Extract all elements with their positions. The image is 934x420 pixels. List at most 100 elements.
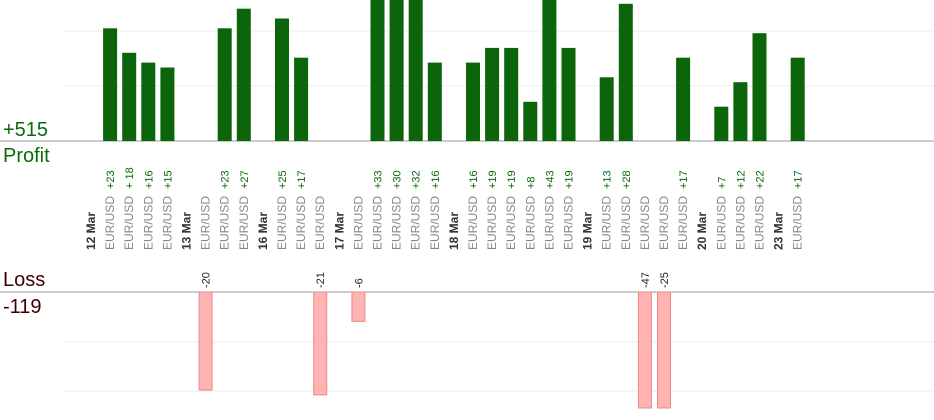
- symbol-label: EUR/USD: [485, 196, 499, 250]
- loss-value-label: -20: [201, 272, 213, 288]
- profit-value-label: +17: [678, 170, 690, 189]
- profit-value-label: +17: [793, 170, 805, 189]
- profit-bar: [141, 62, 156, 141]
- loss-value-label: -6: [353, 278, 365, 288]
- profit-value-label: +27: [239, 170, 251, 189]
- profit-bar: [485, 47, 500, 141]
- symbol-label: EUR/USD: [371, 196, 385, 250]
- profit-bar: [427, 62, 442, 141]
- loss-bar: [637, 291, 652, 409]
- profit-bar: [752, 33, 767, 142]
- symbol-label: EUR/USD: [199, 196, 213, 250]
- date-label: 12 Mar: [84, 212, 98, 250]
- symbol-label: EUR/USD: [409, 196, 423, 250]
- symbol-label: EUR/USD: [237, 196, 251, 250]
- symbol-label: EUR/USD: [657, 196, 671, 250]
- profit-value-label: +16: [468, 170, 480, 189]
- symbol-label: EUR/USD: [504, 196, 518, 250]
- loss-bar: [313, 291, 328, 396]
- symbol-label: EUR/USD: [542, 196, 556, 250]
- symbol-label: EUR/USD: [275, 196, 289, 250]
- symbol-label: EUR/USD: [141, 196, 155, 250]
- profit-bar: [790, 57, 805, 142]
- profit-value-label: +23: [105, 170, 117, 189]
- symbol-label: EUR/USD: [714, 196, 728, 250]
- profit-bar: [504, 47, 519, 141]
- profit-total: +515: [3, 119, 49, 141]
- profit-value-label: +19: [487, 170, 499, 189]
- symbol-label: EUR/USD: [390, 196, 404, 250]
- profit-label: Profit: [3, 145, 50, 167]
- profit-bar: [599, 77, 614, 141]
- profit-bar: [236, 8, 251, 142]
- date-label: 18 Mar: [447, 212, 461, 250]
- date-label: 17 Mar: [332, 212, 346, 250]
- symbol-label: EUR/USD: [638, 196, 652, 250]
- profit-value-label: +8: [525, 176, 537, 189]
- profit-value-label: +22: [755, 170, 767, 189]
- loss-bar: [198, 291, 213, 391]
- profit-bar: [275, 18, 289, 141]
- profit-bar: [160, 67, 175, 141]
- profit-bar: [561, 47, 576, 141]
- symbol-label: EUR/USD: [428, 196, 442, 250]
- profit-value-label: + 18: [124, 167, 136, 189]
- profit-bar: [103, 28, 118, 141]
- profit-bar: [618, 3, 633, 141]
- symbol-label: EUR/USD: [733, 196, 747, 250]
- loss-value-label: -21: [315, 272, 327, 288]
- symbol-label: EUR/USD: [466, 196, 480, 250]
- symbol-label: EUR/USD: [351, 196, 365, 250]
- symbol-label: EUR/USD: [294, 196, 308, 250]
- symbol-label: EUR/USD: [753, 196, 767, 250]
- profit-bar: [676, 57, 691, 142]
- profit-bar: [294, 57, 309, 142]
- profit-value-label: +19: [506, 170, 518, 189]
- symbol-label: EUR/USD: [676, 196, 690, 250]
- profit-bar: [389, 0, 404, 141]
- profit-value-label: +23: [220, 170, 232, 189]
- loss-total: -119: [3, 296, 42, 318]
- profit-value-label: +30: [392, 170, 404, 189]
- loss-bar: [657, 291, 671, 409]
- profit-value-label: +33: [373, 170, 385, 189]
- loss-value-label: -25: [659, 272, 671, 288]
- symbol-label: EUR/USD: [103, 196, 117, 250]
- profit-value-label: +7: [716, 176, 728, 189]
- loss-label: Loss: [3, 269, 46, 291]
- profit-bar: [466, 62, 480, 141]
- profit-bar: [733, 82, 748, 141]
- date-label: 19 Mar: [581, 212, 595, 250]
- symbol-label: EUR/USD: [218, 196, 232, 250]
- profit-bar: [542, 0, 557, 141]
- profit-bar: [523, 101, 538, 141]
- profit-value-label: +19: [564, 170, 576, 189]
- symbol-label: EUR/USD: [600, 196, 614, 250]
- profit-bar: [370, 0, 385, 141]
- profit-value-label: +28: [621, 170, 633, 189]
- profit-value-label: +16: [430, 170, 442, 189]
- profit-value-label: +43: [544, 170, 556, 189]
- profit-bar: [122, 52, 137, 141]
- date-label: 20 Mar: [695, 212, 709, 250]
- date-label: 23 Mar: [772, 212, 786, 250]
- profit-bar: [714, 106, 729, 141]
- profit-value-label: +15: [162, 170, 174, 189]
- symbol-label: EUR/USD: [160, 196, 174, 250]
- symbol-label: EUR/USD: [619, 196, 633, 250]
- profit-value-label: +17: [296, 170, 308, 189]
- loss-value-label: -47: [640, 272, 652, 288]
- profit-value-label: +25: [277, 170, 289, 189]
- profit-value-label: +12: [735, 170, 747, 189]
- profit-bar: [217, 28, 232, 141]
- profit-bar: [408, 0, 423, 141]
- profit-value-label: +13: [602, 170, 614, 189]
- date-label: 16 Mar: [256, 212, 270, 250]
- loss-bar: [351, 291, 366, 322]
- symbol-label: EUR/USD: [791, 196, 805, 250]
- symbol-label: EUR/USD: [122, 196, 136, 250]
- profit-value-label: +16: [143, 170, 155, 189]
- profit-value-label: +32: [411, 170, 423, 189]
- date-label: 13 Mar: [180, 212, 194, 250]
